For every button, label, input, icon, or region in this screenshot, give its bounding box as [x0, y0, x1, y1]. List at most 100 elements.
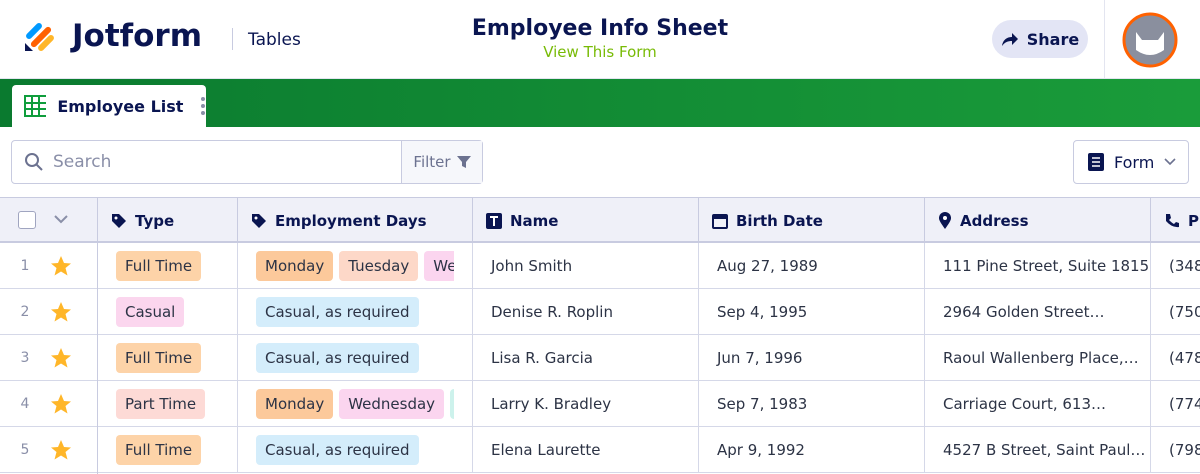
days-cell: MondayTuesdayWed [237, 243, 472, 289]
birth-cell: Sep 7, 1983 [698, 381, 924, 427]
phone: (774 [1169, 395, 1200, 413]
column-header[interactable]: Birth Date [698, 198, 924, 243]
search-box[interactable] [11, 140, 483, 184]
name: Lisa R. Garcia [491, 349, 593, 367]
days-cell: Casual, as required [237, 427, 472, 473]
birth-date: Aug 27, 1989 [717, 257, 818, 275]
share-button[interactable]: Share [992, 20, 1088, 58]
name-cell: Denise R. Roplin [472, 289, 698, 335]
column-header[interactable]: P [1150, 198, 1200, 243]
column-icon [1164, 213, 1180, 229]
share-label: Share [1026, 29, 1080, 49]
table-row [0, 381, 1200, 427]
day-chip [450, 389, 454, 419]
sort-menu[interactable] [52, 210, 70, 228]
row-number: 1 [20, 258, 30, 274]
day-chip: Tuesday [339, 251, 419, 281]
name: Larry K. Bradley [491, 395, 612, 413]
type-cell: Full Time [97, 427, 237, 473]
column-header[interactable]: Name [472, 198, 698, 243]
phone: (750 [1169, 303, 1200, 321]
divider [232, 28, 233, 50]
filter-label: Filter [413, 153, 451, 171]
type-chip: Full Time [116, 343, 202, 373]
top-bar [0, 0, 1200, 79]
tab-menu[interactable] [200, 96, 206, 116]
table-row [0, 289, 1200, 335]
column-icon [712, 213, 728, 229]
day-chip: Monday [256, 251, 334, 281]
share-icon [1001, 33, 1018, 46]
tab[interactable]: Employee List [12, 85, 206, 127]
search-icon [25, 153, 43, 171]
table-row [0, 243, 1200, 289]
phone-cell: (774 [1150, 381, 1200, 427]
header-row [0, 198, 1200, 243]
days-cell: Casual, as required [237, 335, 472, 381]
phone-cell: (348 [1150, 243, 1200, 289]
column-title: P [1188, 211, 1199, 230]
column-title: Birth Date [736, 211, 823, 230]
birth-date: Sep 4, 1995 [717, 303, 808, 321]
search-placeholder: Search [53, 152, 112, 172]
column-title: Employment Days [275, 211, 427, 230]
star[interactable] [50, 393, 72, 415]
row-number: 3 [20, 350, 30, 366]
address-cell: 2964 Golden Street… [924, 289, 1150, 335]
type-chip: Full Time [116, 435, 202, 465]
column-header[interactable]: Address [924, 198, 1150, 243]
brand-name[interactable]: Jotform [72, 18, 203, 54]
row-number: 4 [20, 396, 30, 412]
star[interactable] [50, 255, 72, 277]
star[interactable] [50, 347, 72, 369]
column-title: Name [510, 211, 559, 230]
column-title: Type [135, 211, 175, 230]
day-chip: Wednesday [339, 389, 445, 419]
form-link[interactable]: View This Form [543, 43, 657, 61]
section-name[interactable]: Tables [248, 30, 301, 50]
address-cell: 111 Pine Street, Suite 1815… [924, 243, 1150, 289]
row-number: 5 [20, 442, 30, 458]
birth-cell: Jun 7, 1996 [698, 335, 924, 381]
view-button[interactable]: Form [1073, 140, 1189, 184]
table-row [0, 427, 1200, 473]
name-cell: Larry K. Bradley [472, 381, 698, 427]
table: Type Employment Days Name Birth Date Address… [0, 197, 1200, 474]
table-row [0, 335, 1200, 381]
phone-cell: (798 [1150, 427, 1200, 473]
day-chip: Casual, as required [256, 435, 419, 465]
column-icon [111, 213, 127, 229]
column-icon [486, 212, 502, 229]
avatar[interactable] [1122, 12, 1178, 68]
birth-cell: Sep 4, 1995 [698, 289, 924, 335]
column-icon [251, 213, 267, 229]
address: 111 Pine Street, Suite 1815… [943, 257, 1150, 275]
name: Denise R. Roplin [491, 303, 613, 321]
view-label: Form [1114, 152, 1155, 172]
address: Raoul Wallenberg Place,… [943, 349, 1139, 367]
form-icon [1088, 153, 1104, 171]
row-number: 2 [20, 304, 30, 320]
day-chip: Casual, as required [256, 297, 419, 327]
brand-logo[interactable] [22, 18, 58, 54]
select-all[interactable] [18, 211, 36, 229]
star[interactable] [50, 301, 72, 323]
address: 4527 B Street, Saint Paul… [943, 441, 1146, 459]
type-cell: Full Time [97, 335, 237, 381]
phone: (478 [1169, 349, 1200, 367]
column-title: Address [960, 211, 1029, 230]
name: Elena Laurette [491, 441, 601, 459]
birth-date: Sep 7, 1983 [717, 395, 808, 413]
filter-button[interactable]: Filter [401, 141, 482, 183]
type-cell: Full Time [97, 243, 237, 289]
days-cell: Casual, as required [237, 289, 472, 335]
phone: (348 [1169, 257, 1200, 275]
phone-cell: (478 [1150, 335, 1200, 381]
column-header[interactable]: Employment Days [237, 198, 472, 243]
column-header[interactable]: Type [97, 198, 237, 243]
star[interactable] [50, 439, 72, 461]
day-chip: Casual, as required [256, 343, 419, 373]
row-gutter [97, 198, 98, 474]
chip-list: Casual, as required [256, 435, 454, 465]
